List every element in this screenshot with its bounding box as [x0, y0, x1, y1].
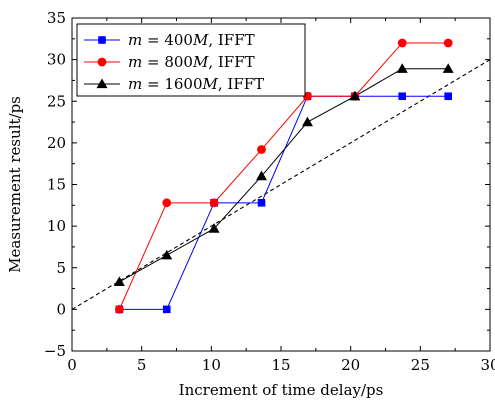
series-layer	[113, 38, 454, 314]
legend-marker	[97, 57, 107, 67]
reference-line-layer	[72, 59, 490, 310]
data-point	[113, 276, 125, 287]
data-point	[161, 249, 173, 260]
y-tick-label: 25	[47, 92, 66, 110]
legend: m = 400M, IFFT m = 800M, IFFT m = 1600M, I…	[76, 23, 306, 97]
y-tick-label: 15	[47, 176, 66, 194]
y-tick-label: 20	[47, 134, 66, 152]
legend-entry: m = 1600M, IFFT	[84, 75, 264, 93]
data-point	[396, 63, 408, 73]
data-point	[257, 199, 266, 207]
data-point	[114, 304, 124, 314]
y-tick-label: 35	[47, 9, 66, 27]
legend-marker	[96, 78, 108, 89]
data-point	[349, 90, 361, 101]
x-axis-title: Increment of time delay/ps	[179, 381, 384, 399]
legend-entry: m = 400M, IFFT	[84, 31, 255, 49]
data-point	[162, 198, 172, 208]
y-tick-label: −5	[44, 342, 66, 360]
x-tick-label: 30	[480, 356, 495, 374]
x-tick-label: 25	[411, 356, 430, 374]
x-tick-label: 0	[67, 356, 77, 374]
legend-label: m = 1600M, IFFT	[128, 75, 264, 93]
y-tick-label: 0	[56, 300, 66, 318]
data-point	[442, 63, 454, 73]
data-point	[162, 305, 171, 314]
data-point	[257, 145, 266, 154]
x-tick-label: 15	[271, 356, 290, 374]
series-line	[119, 68, 449, 283]
series-3-markers	[113, 63, 454, 287]
x-tick-label: 10	[202, 356, 221, 374]
y-axis-title: Measurement result/ps	[6, 96, 24, 273]
data-point	[397, 38, 407, 48]
data-point	[208, 223, 220, 233]
x-tick-label: 5	[137, 356, 147, 374]
data-point	[301, 116, 313, 127]
y-tick-label: 10	[47, 217, 66, 235]
reference-line	[72, 59, 490, 310]
data-point	[443, 38, 453, 48]
data-point	[255, 170, 267, 181]
data-point	[398, 92, 407, 101]
series-line	[118, 42, 449, 310]
series-3	[119, 68, 449, 283]
legend-label: m = 800M, IFFT	[128, 53, 255, 71]
data-point	[444, 92, 452, 101]
y-tick-label: 5	[56, 259, 66, 277]
legend-marker	[98, 36, 106, 44]
y-tick-label: 30	[47, 51, 66, 69]
series-2	[118, 42, 449, 310]
data-point	[209, 198, 219, 208]
legend-label: m = 400M, IFFT	[128, 31, 255, 49]
legend-entry: m = 800M, IFFT	[84, 53, 255, 71]
x-tick-label: 20	[341, 356, 360, 374]
